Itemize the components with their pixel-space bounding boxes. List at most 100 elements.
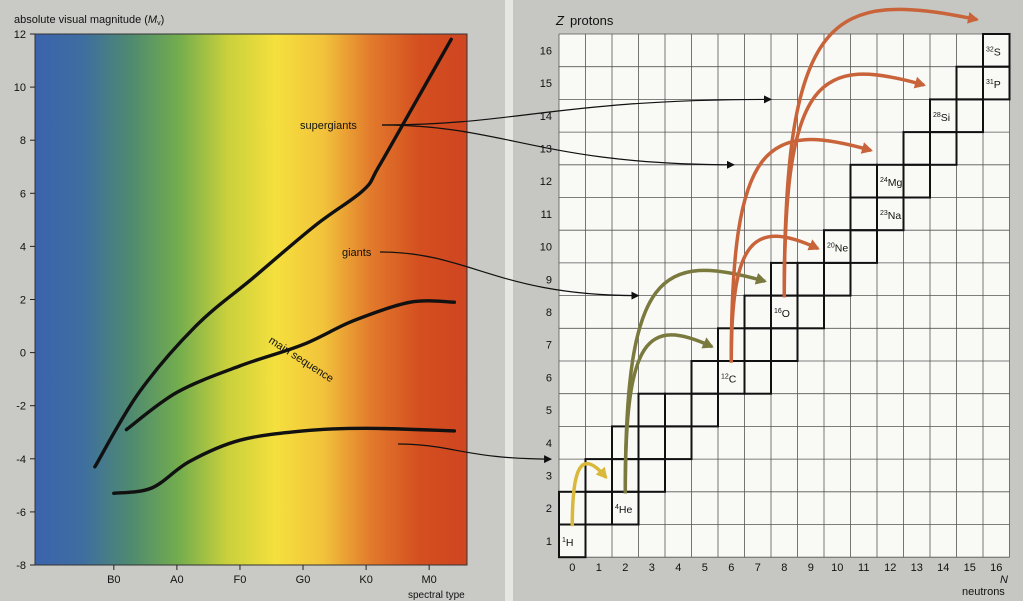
element-symbol: Si xyxy=(941,112,950,124)
mass-number: 24 xyxy=(880,177,888,184)
z-tick-label: 3 xyxy=(546,470,552,482)
z-tick-label: 7 xyxy=(546,340,552,352)
spectrum-background xyxy=(35,34,467,565)
fusion-arrow xyxy=(782,7,979,298)
hr-diagram: -8 -6 -4 -2 0 2 4 6 8 10 12 B0 A0 F0 G0 K0 M0 xyxy=(14,29,468,586)
n-tick-label: 15 xyxy=(964,562,976,574)
n-tick-label: 10 xyxy=(831,562,843,574)
nuclide-label-h: 1H xyxy=(562,537,574,549)
nuclide-label-c: 12C xyxy=(721,373,737,385)
element-symbol: Na xyxy=(888,210,902,222)
mass-number: 28 xyxy=(933,112,941,119)
z-tick-label: 9 xyxy=(546,274,552,286)
mass-number: 31 xyxy=(986,79,994,86)
element-symbol: H xyxy=(566,537,574,549)
fusion-arrow xyxy=(570,462,608,527)
nuclide-chart: 0 1 2 3 4 5 6 7 8 9 10 11 12 13 14 15 161234567891011121… xyxy=(540,7,1011,574)
y-tick-label: -8 xyxy=(16,560,26,572)
nuclide-x-axis-title: neutrons xyxy=(962,586,1005,598)
n-tick-label: 11 xyxy=(858,562,869,574)
element-symbol: S xyxy=(994,46,1001,58)
n-tick-label: 0 xyxy=(569,562,575,574)
y-tick-label: -2 xyxy=(16,401,26,413)
series-label-supergiants: supergiants xyxy=(300,120,357,132)
z-tick-label: 1 xyxy=(546,536,552,548)
z-tick-label: 4 xyxy=(546,438,552,450)
n-tick-label: 6 xyxy=(728,562,734,574)
hr-y-axis-title: absolute visual magnitude (Mv) xyxy=(14,14,164,27)
nuclide-label-p: 31P xyxy=(986,79,1001,91)
series-line-giants xyxy=(124,299,457,432)
pointer-arrow-supergiants xyxy=(381,95,772,126)
n-tick-label: 12 xyxy=(884,562,896,574)
y-tick-label: 2 xyxy=(20,295,26,307)
y-tick-label: -6 xyxy=(16,507,26,519)
n-tick-label: 5 xyxy=(702,562,708,574)
n-tick-label: 16 xyxy=(990,562,1002,574)
nuclide-label-o: 16O xyxy=(774,308,790,320)
nuclide-label-na: 23Na xyxy=(880,210,901,222)
nuclide-label-ne: 20Ne xyxy=(827,243,848,255)
series-line-supergiants xyxy=(112,426,457,495)
y-tick-label: 8 xyxy=(20,135,26,147)
x-tick-label: A0 xyxy=(170,574,183,586)
x-tick-label: B0 xyxy=(107,574,120,586)
y-tick-label: 4 xyxy=(20,241,26,253)
pointer-arrow-giants xyxy=(379,251,640,300)
element-symbol: He xyxy=(619,504,633,516)
nuclide-label-s: 32S xyxy=(986,46,1001,58)
x-tick-label: M0 xyxy=(422,574,437,586)
z-tick-label: 16 xyxy=(540,45,552,57)
stable-nuclide-cell xyxy=(982,33,1011,68)
series-label-giants: giants xyxy=(342,247,372,259)
z-tick-label: 6 xyxy=(546,372,552,384)
element-symbol: Mg xyxy=(888,177,903,189)
pointer-arrows xyxy=(379,95,772,464)
mass-number: 23 xyxy=(880,210,888,217)
element-symbol: Ne xyxy=(835,243,849,255)
n-tick-label: 2 xyxy=(622,562,628,574)
z-tick-label: 8 xyxy=(546,307,552,319)
z-tick-label: 12 xyxy=(540,176,552,188)
x-tick-label: K0 xyxy=(359,574,372,586)
y-tick-label: 6 xyxy=(20,188,26,200)
y-tick-label: 10 xyxy=(14,82,26,94)
x-tick-label: G0 xyxy=(296,574,311,586)
mass-number: 4 xyxy=(615,504,619,511)
n-tick-label: 4 xyxy=(675,562,681,574)
nuclide-label-he: 4He xyxy=(615,504,632,516)
pointer-arrow-supergiants xyxy=(381,124,735,169)
series-line-main-sequence xyxy=(93,37,453,469)
n-tick-label: 1 xyxy=(596,562,602,574)
n-tick-label: 13 xyxy=(911,562,923,574)
y-tick-label: 12 xyxy=(14,29,26,41)
fusion-arrow xyxy=(729,137,873,363)
pointer-arrow-main-sequence xyxy=(397,443,553,464)
element-symbol: O xyxy=(782,308,790,320)
fusion-arrow xyxy=(623,333,714,494)
panel-divider xyxy=(505,0,513,601)
y-tick-label: 0 xyxy=(20,348,26,360)
mass-number: 12 xyxy=(721,373,729,380)
n-tick-label: 8 xyxy=(781,562,787,574)
nuclide-label-mg: 24Mg xyxy=(880,177,903,189)
mass-number: 1 xyxy=(562,537,566,544)
nuclide-x-axis-symbol: N xyxy=(1000,574,1008,586)
z-tick-label: 11 xyxy=(541,209,552,221)
mass-number: 20 xyxy=(827,243,835,250)
n-tick-label: 7 xyxy=(755,562,761,574)
z-tick-label: 15 xyxy=(540,78,552,90)
n-tick-label: 9 xyxy=(808,562,814,574)
z-tick-label: 10 xyxy=(540,242,552,254)
hr-x-axis-title: spectral type xyxy=(408,590,465,601)
z-tick-label: 14 xyxy=(540,111,552,123)
z-tick-label: 2 xyxy=(546,503,552,515)
element-symbol: P xyxy=(994,79,1001,91)
z-tick-label: 13 xyxy=(540,143,552,155)
z-tick-label: 5 xyxy=(546,405,552,417)
x-tick-label: F0 xyxy=(234,574,247,586)
mass-number: 16 xyxy=(774,308,782,315)
